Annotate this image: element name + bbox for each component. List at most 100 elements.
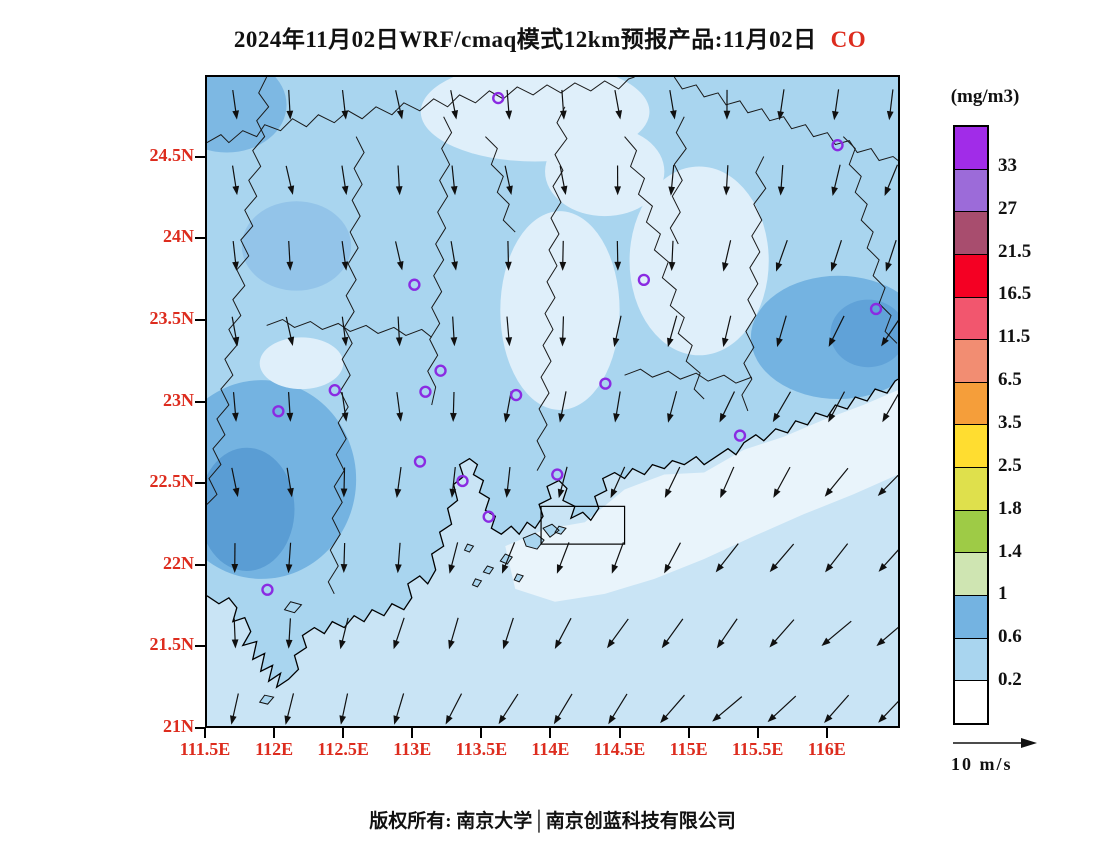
wind-reference-label: 10 m/s [951,754,1013,774]
wind-arrow [285,165,295,195]
wind-arrow [505,89,513,120]
wind-arrow [669,90,677,120]
colorbar-segment [955,595,987,638]
wind-vector-field [229,89,898,725]
co-patch-west-upper [241,201,352,291]
lon-tick-label: 114.5E [593,739,646,759]
wind-arrow [341,165,349,196]
lon-tick-label: 115.5E [731,739,784,759]
wind-arrow [284,693,295,725]
wind-arrow [614,165,622,196]
wind-arrow [231,618,239,649]
lon-tick-mark [825,728,828,738]
station-marker [599,377,612,390]
station-marker [261,583,274,596]
lat-tick-mark [195,318,205,321]
wind-arrow [340,543,348,574]
colorbar-level-label: 0.2 [998,669,1022,691]
wind-arrow [664,542,682,574]
wind-arrow [775,239,788,272]
wind-arrow [831,164,841,197]
station-marker [733,429,747,442]
colorbar-level-label: 1.4 [998,540,1022,562]
lat-tick-label: 21.5N [149,634,195,655]
wind-arrow [832,89,840,121]
wind-arrow [712,696,743,722]
co-low-offshore-band [505,390,898,602]
wind-arrow [667,391,678,423]
wind-arrow [667,315,678,348]
wind-arrow [504,165,513,195]
wind-arrow [340,467,348,498]
wind-arrow [610,466,626,499]
lat-tick-mark [195,237,205,240]
wind-arrow [612,315,622,348]
wind-arrow [553,693,573,725]
wind-arrow [558,391,567,423]
station-marker [408,278,421,291]
wind-arrow [449,467,457,498]
wind-arrow [396,392,404,422]
wind-arrow [339,693,349,725]
wind-arrow [767,695,797,723]
station-marker [328,384,341,397]
co-patch-west-core [207,447,295,571]
wind-arrow [773,466,791,498]
wind-arrow [876,620,898,647]
wind-arrow [886,89,894,121]
co-low-patch-north2 [545,126,665,217]
lon-tick-label: 116E [807,739,846,759]
lat-tick-label: 22.5N [149,471,195,492]
city-boundary-7 [624,368,753,384]
lon-tick-mark [480,728,483,738]
wind-arrow [716,618,738,649]
wind-arrow [719,391,736,423]
lon-tick-mark [411,728,414,738]
province-boundary-west [207,77,270,505]
colorbar-segment [955,127,987,169]
station-marker [637,273,651,287]
city-boundary-4 [624,136,705,400]
lon-tick-mark [618,728,621,738]
wind-arrow [769,619,795,648]
wind-arrow [824,467,849,497]
page-title: 2024年11月02日WRF/cmaq模式12km预报产品:11月02日 CO [0,20,1100,54]
city-boundary-2 [427,116,453,406]
lat-tick-label: 24N [163,226,194,247]
wind-arrow [821,620,852,646]
legend-units: (mg/m3) [950,86,1020,107]
co-low-patch-center [500,211,620,410]
lon-tick-label: 111.5E [179,739,231,759]
wind-arrow [777,89,785,121]
colorbar-level-label: 6.5 [998,369,1022,391]
lat-tick-mark [195,563,205,566]
colorbar-segment [955,211,987,254]
wind-arrow [722,240,732,272]
wind-arrow [830,240,843,272]
co-patch-east-core [830,299,898,368]
wind-arrow [231,392,239,422]
wind-arrow [723,165,731,196]
wind-arrow [877,468,898,496]
title-main: 2024年11月02日WRF/cmaq模式12km预报产品:11月02日 [233,27,817,52]
wind-arrow [445,693,463,725]
colorbar-labels: 33 27 21.5 16.5 11.5 6.5 3.5 2.5 1.8 1.4 1 0.6 0.2 [998,125,1078,725]
wind-arrow [395,316,403,347]
wind-arrow [231,316,240,347]
city-boundary-3 [536,106,568,471]
lon-tick-label: 114E [531,739,570,759]
wind-arrow [450,241,458,271]
wind-arrow [668,240,676,271]
co-patch-nw [207,77,287,153]
lon-tick-mark [687,728,690,738]
lat-tick-label: 21N [163,716,194,736]
wind-arrow [554,617,572,649]
wind-arrow [557,466,568,499]
colorbar-level-label: 21.5 [998,240,1032,262]
wind-reference-arrow-icon [953,738,1037,748]
wind-arrow [715,543,739,573]
colorbar-segment [955,509,987,553]
wind-arrow [660,694,685,724]
wind-arrow [828,315,845,347]
